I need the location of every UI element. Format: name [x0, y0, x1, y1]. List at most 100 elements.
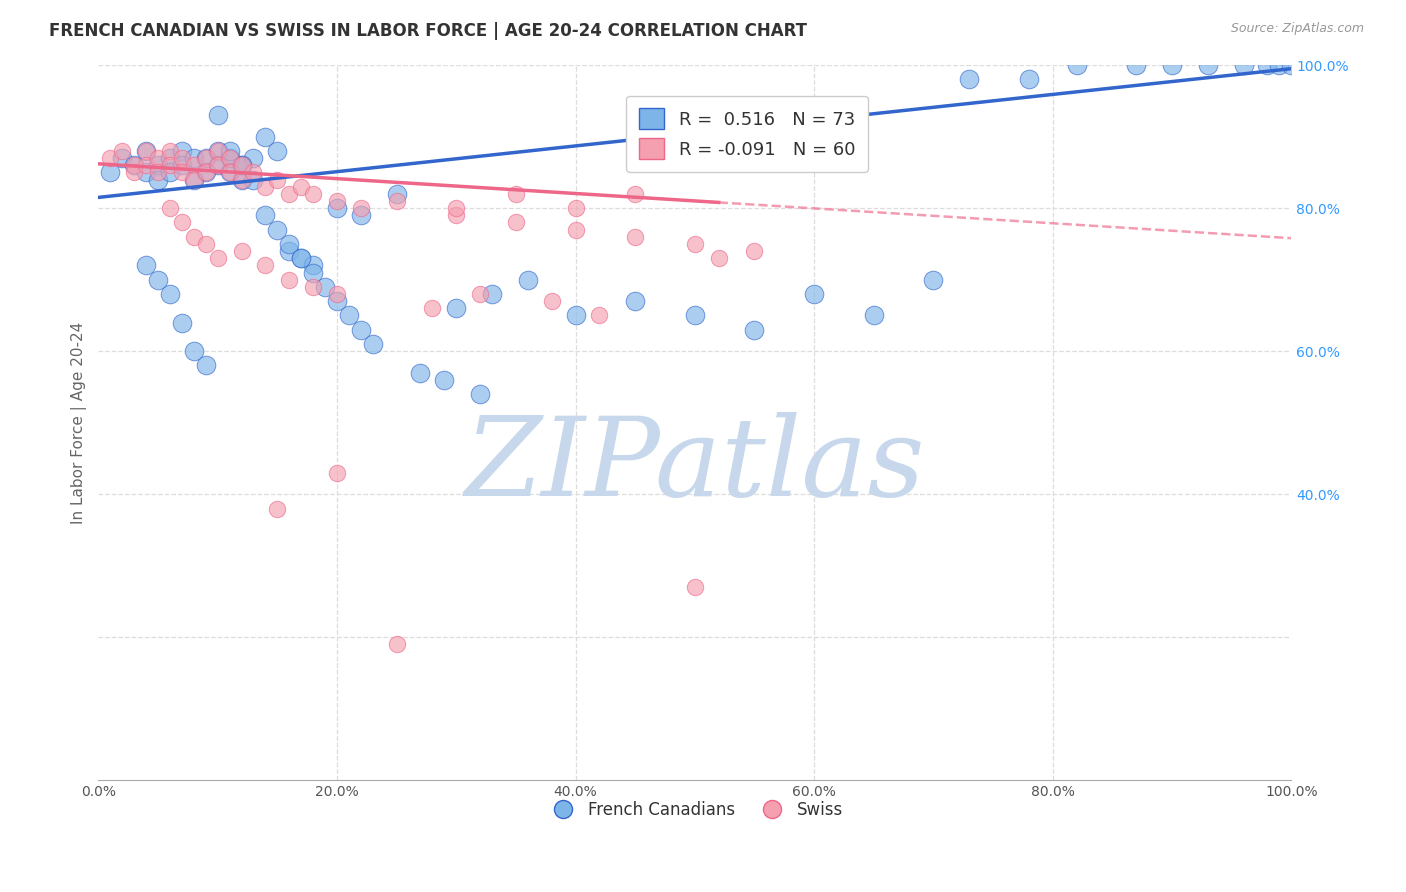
- Point: [707, 251, 730, 265]
- Point: [159, 158, 181, 172]
- Point: [385, 637, 408, 651]
- Point: [183, 151, 205, 165]
- Point: [146, 151, 169, 165]
- Point: [135, 158, 157, 172]
- Point: [624, 186, 647, 201]
- Point: [170, 158, 193, 172]
- Point: [218, 151, 240, 165]
- Point: [98, 165, 121, 179]
- Point: [146, 165, 169, 179]
- Point: [183, 344, 205, 359]
- Point: [481, 287, 503, 301]
- Point: [468, 387, 491, 401]
- Legend: French Canadians, Swiss: French Canadians, Swiss: [540, 794, 849, 826]
- Point: [231, 172, 253, 186]
- Point: [266, 501, 288, 516]
- Point: [231, 158, 253, 172]
- Point: [122, 158, 145, 172]
- Point: [194, 359, 217, 373]
- Point: [385, 194, 408, 208]
- Point: [159, 201, 181, 215]
- Point: [231, 158, 253, 172]
- Point: [444, 301, 467, 316]
- Point: [183, 158, 205, 172]
- Point: [326, 466, 349, 480]
- Point: [624, 229, 647, 244]
- Point: [302, 266, 325, 280]
- Text: ZIPatlas: ZIPatlas: [464, 412, 925, 519]
- Point: [444, 201, 467, 215]
- Point: [350, 323, 373, 337]
- Point: [505, 186, 527, 201]
- Point: [98, 151, 121, 165]
- Point: [1256, 58, 1278, 72]
- Point: [146, 273, 169, 287]
- Point: [159, 151, 181, 165]
- Point: [254, 258, 277, 272]
- Point: [564, 222, 586, 236]
- Point: [350, 201, 373, 215]
- Point: [111, 144, 134, 158]
- Point: [183, 229, 205, 244]
- Point: [350, 208, 373, 222]
- Point: [1018, 72, 1040, 87]
- Point: [194, 236, 217, 251]
- Point: [207, 144, 229, 158]
- Point: [302, 186, 325, 201]
- Point: [564, 309, 586, 323]
- Point: [242, 172, 264, 186]
- Point: [624, 294, 647, 309]
- Point: [540, 294, 562, 309]
- Point: [803, 287, 825, 301]
- Point: [409, 366, 432, 380]
- Point: [135, 258, 157, 272]
- Point: [683, 309, 706, 323]
- Point: [744, 244, 766, 258]
- Point: [302, 258, 325, 272]
- Point: [218, 165, 240, 179]
- Point: [326, 201, 349, 215]
- Point: [254, 208, 277, 222]
- Point: [422, 301, 444, 316]
- Point: [159, 287, 181, 301]
- Point: [302, 280, 325, 294]
- Point: [207, 158, 229, 172]
- Point: [170, 144, 193, 158]
- Point: [337, 309, 360, 323]
- Point: [207, 144, 229, 158]
- Point: [290, 179, 312, 194]
- Point: [194, 151, 217, 165]
- Text: FRENCH CANADIAN VS SWISS IN LABOR FORCE | AGE 20-24 CORRELATION CHART: FRENCH CANADIAN VS SWISS IN LABOR FORCE …: [49, 22, 807, 40]
- Point: [146, 158, 169, 172]
- Point: [957, 72, 980, 87]
- Point: [922, 273, 945, 287]
- Point: [231, 172, 253, 186]
- Point: [278, 186, 301, 201]
- Point: [444, 208, 467, 222]
- Point: [183, 172, 205, 186]
- Point: [326, 287, 349, 301]
- Point: [159, 165, 181, 179]
- Point: [1161, 58, 1184, 72]
- Point: [266, 222, 288, 236]
- Point: [1197, 58, 1219, 72]
- Point: [170, 151, 193, 165]
- Point: [1066, 58, 1088, 72]
- Point: [254, 129, 277, 144]
- Point: [183, 172, 205, 186]
- Point: [194, 151, 217, 165]
- Point: [146, 172, 169, 186]
- Point: [266, 172, 288, 186]
- Point: [170, 165, 193, 179]
- Point: [242, 165, 264, 179]
- Point: [683, 580, 706, 594]
- Point: [111, 151, 134, 165]
- Point: [159, 144, 181, 158]
- Point: [588, 309, 610, 323]
- Point: [122, 165, 145, 179]
- Point: [207, 108, 229, 122]
- Point: [135, 144, 157, 158]
- Point: [314, 280, 336, 294]
- Point: [122, 158, 145, 172]
- Point: [135, 144, 157, 158]
